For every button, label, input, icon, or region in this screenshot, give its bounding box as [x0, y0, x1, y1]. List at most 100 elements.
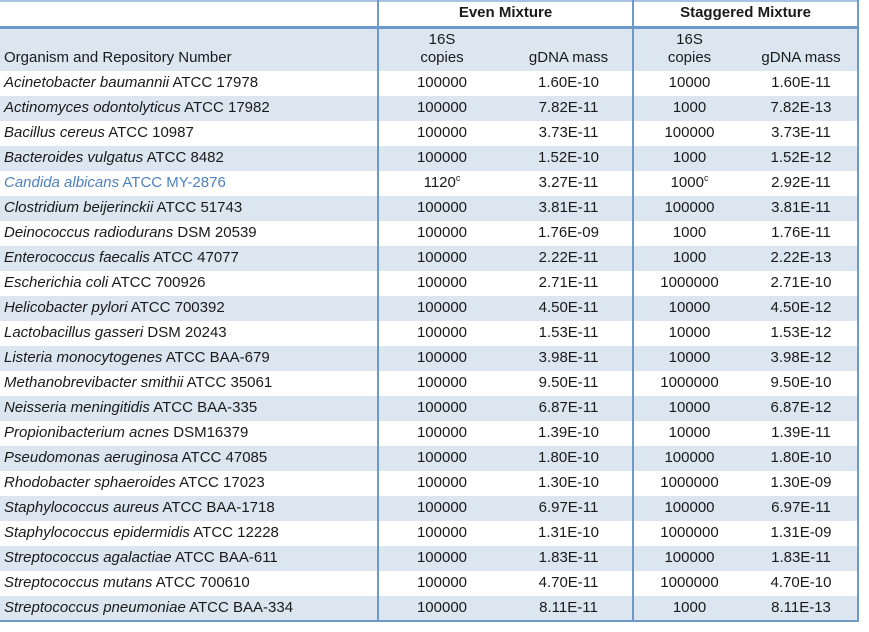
- even-16s-copies-value: 100000: [377, 71, 505, 96]
- even-gdna-mass-value: 4.50E-11: [538, 299, 599, 317]
- even-16s-copies-value: 100000: [377, 246, 505, 271]
- staggered-gdna-mass-value: 2.71E-10: [745, 271, 859, 296]
- organism-strain-number: DSM 20539: [173, 224, 257, 242]
- even-16s-copies-value: 100000: [377, 371, 505, 396]
- organism-strain-number: ATCC BAA-679: [162, 349, 270, 367]
- organism-row: Lactobacillus gasseri DSM 20243 100000 1…: [0, 321, 859, 346]
- even-gdna-mass-value: 1.83E-11: [538, 549, 599, 567]
- organism-cell: Streptococcus agalactiae ATCC BAA-611: [0, 546, 378, 571]
- organism-cell: Pseudomonas aeruginosa ATCC 47085: [0, 446, 378, 471]
- staggered-gdna-mass-value: 3.98E-12: [745, 346, 859, 371]
- even-gdna-mass-value: 1.60E-10: [538, 74, 599, 92]
- even-16s-copies-value: 100000: [377, 496, 505, 521]
- staggered-16s-copies-value: 10000: [632, 421, 745, 446]
- organism-species-name: Staphylococcus epidermidis: [4, 524, 190, 542]
- staggered-16s-copies-value: 10000: [632, 396, 745, 421]
- staggered-16s-copies-value: 1000: [632, 146, 745, 171]
- organism-species-name: Staphylococcus aureus: [4, 499, 160, 517]
- organism-strain-number: ATCC BAA-611: [171, 549, 278, 567]
- organism-cell: Streptococcus pneumoniae ATCC BAA-334: [0, 596, 378, 621]
- organism-row: Streptococcus pneumoniae ATCC BAA-334 10…: [0, 596, 859, 621]
- organism-strain-number: ATCC 12228: [189, 524, 279, 542]
- organism-strain-number: ATCC MY-2876: [119, 174, 226, 192]
- even-16s-copies-value: 100000: [377, 346, 505, 371]
- organism-species-name: Escherichia coli: [4, 274, 109, 292]
- organism-row: Streptococcus mutans ATCC 700610 100000 …: [0, 571, 859, 596]
- organism-cell: Actinomyces odontolyticus ATCC 17982: [0, 96, 378, 121]
- organism-species-name: Bacteroides vulgatus: [4, 149, 144, 167]
- organism-species-name: Helicobacter pylori: [4, 299, 128, 317]
- organism-row: Helicobacter pylori ATCC 700392 100000 4…: [0, 296, 859, 321]
- organism-strain-number: ATCC BAA-334: [185, 598, 294, 616]
- organism-species-name: Actinomyces odontolyticus: [4, 99, 181, 117]
- organism-species-name: Streptococcus pneumoniae: [4, 598, 186, 616]
- organism-species-name: Rhodobacter sphaeroides: [4, 474, 176, 492]
- even-copies-label: copies: [420, 49, 464, 67]
- even-16s-copies-value: 100000: [377, 571, 505, 596]
- staggered-16s-copies-value: 1000: [632, 221, 745, 246]
- staggered-16s-copies-value: 100000: [632, 496, 745, 521]
- organism-row: Methanobrevibacter smithii ATCC 35061 10…: [0, 371, 859, 396]
- organism-row: Acinetobacter baumannii ATCC 17978 10000…: [0, 71, 859, 96]
- staggered-16s-copies-value: 10000: [632, 346, 745, 371]
- staggered-gdna-mass-value: 2.22E-13: [745, 246, 859, 271]
- staggered-16s-copies-value: 100000: [632, 546, 745, 571]
- staggered-gdna-mass-value: 2.92E-11: [745, 171, 859, 196]
- organism-row: Streptococcus agalactiae ATCC BAA-611 10…: [0, 546, 859, 571]
- even-16s-copies-value: 100000: [377, 296, 505, 321]
- staggered-gdna-mass-value: 7.82E-13: [745, 96, 859, 121]
- organism-strain-number: ATCC BAA-1718: [159, 499, 275, 517]
- even-16s-copies-header: 16S copies: [377, 27, 505, 71]
- even-16s-copies-value: 100000: [377, 221, 505, 246]
- staggered-gdna-mass-value: 3.73E-11: [745, 121, 859, 146]
- staggered-gdna-mass-value: 4.50E-12: [745, 296, 859, 321]
- even-gdna-mass-value: 3.81E-11: [538, 199, 599, 217]
- even-gdna-mass-value: 3.27E-11: [538, 174, 599, 192]
- even-gdna-mass-value: 6.87E-11: [538, 399, 599, 417]
- staggered-gdna-mass-value: 3.81E-11: [745, 196, 859, 221]
- organism-cell: Escherichia coli ATCC 700926: [0, 271, 378, 296]
- staggered-16s-copies-value: 100000: [632, 121, 745, 146]
- organism-row: Propionibacterium acnes DSM16379 100000 …: [0, 421, 859, 446]
- organism-species-name: Deinococcus radiodurans: [4, 224, 174, 242]
- organism-cell: Bacteroides vulgatus ATCC 8482: [0, 146, 378, 171]
- even-16s-copies-value: 100000: [377, 321, 505, 346]
- organism-species-name: Methanobrevibacter smithii: [4, 374, 184, 392]
- organism-cell: Bacillus cereus ATCC 10987: [0, 121, 378, 146]
- organism-strain-number: ATCC 17978: [169, 74, 259, 92]
- organism-row: Listeria monocytogenes ATCC BAA-679 1000…: [0, 346, 859, 371]
- even-gdna-mass-value: 6.97E-11: [538, 499, 599, 517]
- even-16s-copies-value: 100000: [377, 121, 505, 146]
- even-16s-copies-value: 100000: [377, 446, 505, 471]
- organism-species-name: Neisseria meningitidis: [4, 399, 150, 417]
- even-16s-copies-value: 100000: [377, 146, 505, 171]
- staggered-gdna-mass-value: 1.53E-12: [745, 321, 859, 346]
- staggered-gdna-mass-value: 6.97E-11: [745, 496, 859, 521]
- organism-cell: Acinetobacter baumannii ATCC 17978: [0, 71, 378, 96]
- organism-strain-number: ATCC 47077: [149, 249, 239, 267]
- staggered-gdna-mass-value: 1.52E-12: [745, 146, 859, 171]
- organism-cell: Staphylococcus aureus ATCC BAA-1718: [0, 496, 378, 521]
- staggered-16s-copies-value: 1000000: [632, 521, 745, 546]
- staggered-gdna-mass-value: 1.76E-11: [745, 221, 859, 246]
- even-gdna-mass-value: 1.31E-10: [538, 524, 599, 542]
- even-16s-label: 16S: [428, 30, 456, 48]
- even-gdna-mass-value: 7.82E-11: [538, 99, 599, 117]
- organism-strain-number: DSM16379: [169, 424, 249, 442]
- organism-species-name: Streptococcus agalactiae: [4, 549, 172, 567]
- organism-row: Clostridium beijerinckii ATCC 51743 1000…: [0, 196, 859, 221]
- organism-strain-number: ATCC 700392: [127, 299, 225, 317]
- staggered-gdna-mass-value: 1.39E-11: [745, 421, 859, 446]
- staggered-gdna-mass-value: 1.60E-11: [745, 71, 859, 96]
- organism-species-name: Listeria monocytogenes: [4, 349, 163, 367]
- organism-row: Enterococcus faecalis ATCC 47077 100000 …: [0, 246, 859, 271]
- organism-row: Rhodobacter sphaeroides ATCC 17023 10000…: [0, 471, 859, 496]
- staggered-gdna-mass-value: 1.30E-09: [745, 471, 859, 496]
- even-mixture-header: Even Mixture: [377, 1, 633, 27]
- table-body: Acinetobacter baumannii ATCC 17978 10000…: [0, 71, 859, 621]
- organism-row: Escherichia coli ATCC 700926 100000 2.71…: [0, 271, 859, 296]
- organism-strain-number: ATCC 47085: [178, 449, 268, 467]
- organism-species-name: Enterococcus faecalis: [4, 249, 150, 267]
- staggered-16s-copies-value: 1000000: [632, 371, 745, 396]
- even-gdna-mass-value: 1.30E-10: [538, 474, 599, 492]
